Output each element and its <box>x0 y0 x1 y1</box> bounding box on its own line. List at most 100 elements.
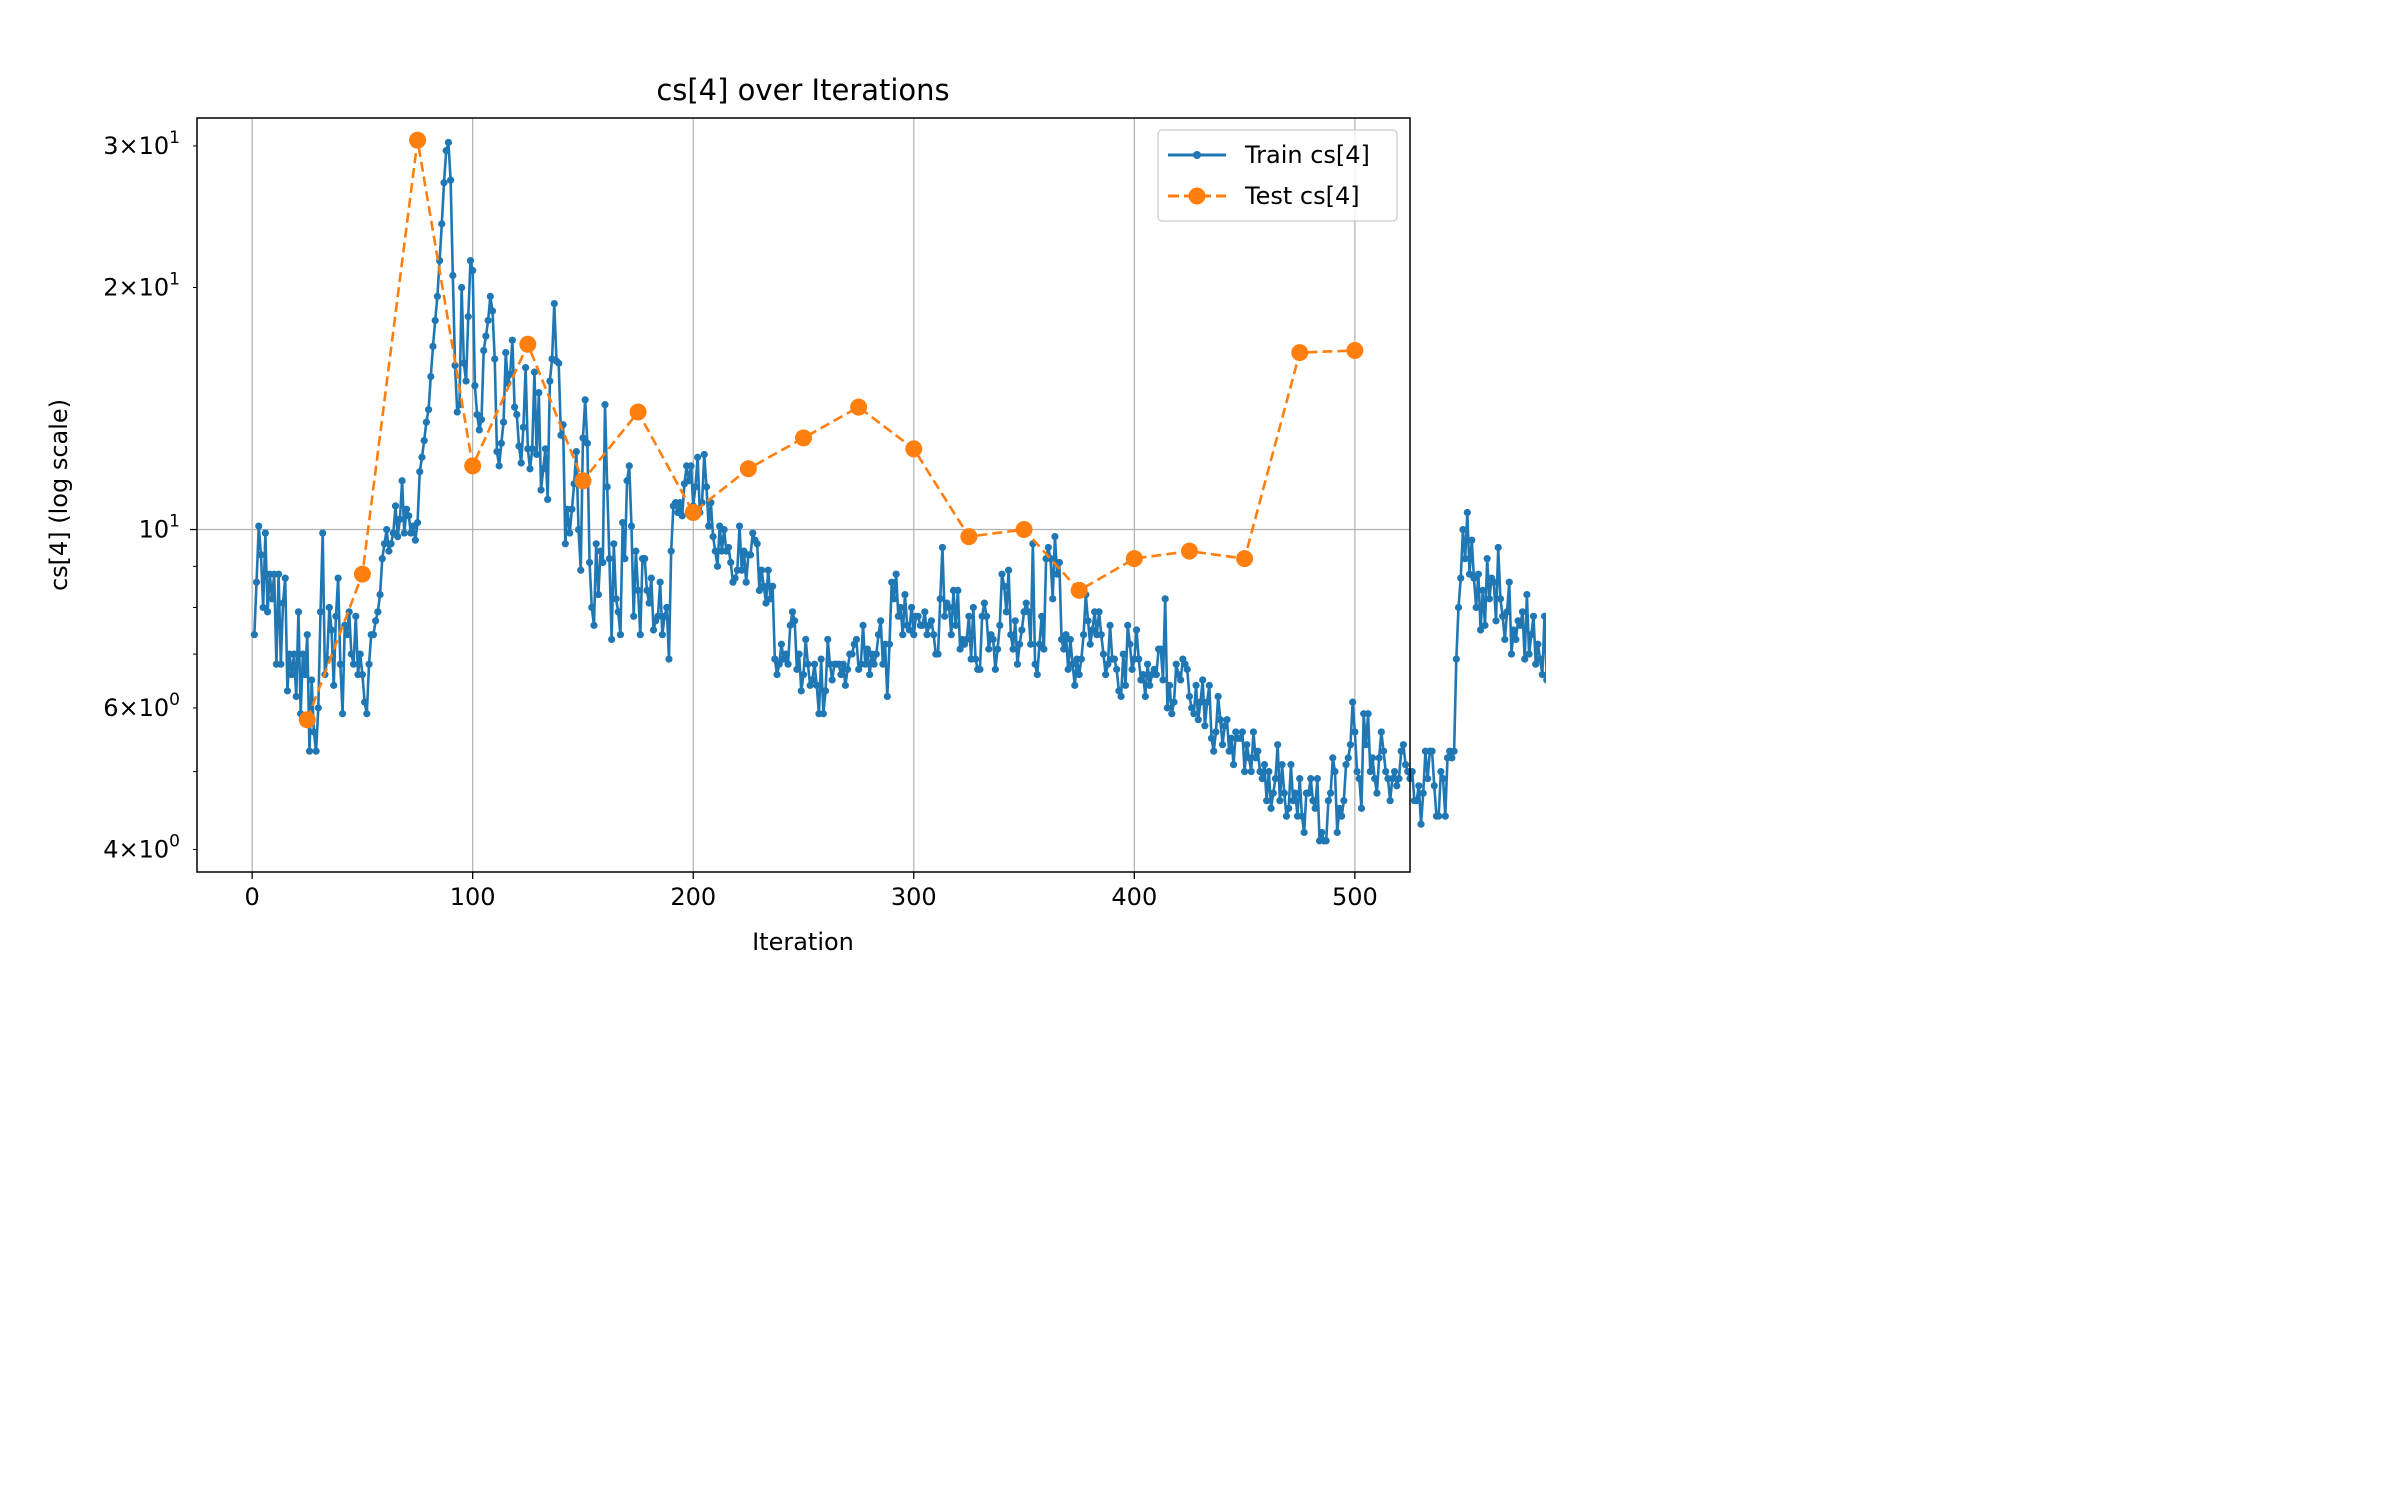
train-point <box>369 631 378 639</box>
train-point <box>969 603 977 612</box>
train-point <box>255 522 263 530</box>
train-point <box>1053 570 1061 578</box>
train-point <box>1401 761 1410 769</box>
train-point <box>1523 590 1531 599</box>
train-point <box>480 346 488 355</box>
train-point <box>793 665 801 673</box>
test-point <box>1236 550 1254 568</box>
train-point <box>1377 728 1385 736</box>
train-point <box>1102 671 1110 679</box>
train-point <box>374 608 382 616</box>
train-point <box>1417 820 1425 828</box>
train-point <box>1349 698 1357 706</box>
train-point <box>294 608 303 616</box>
train-point <box>574 525 583 534</box>
train-point <box>1296 775 1304 783</box>
train-point <box>263 608 272 616</box>
train-point <box>630 612 638 620</box>
train-point <box>885 640 894 648</box>
train-point <box>1256 767 1264 776</box>
test-point <box>1291 344 1309 362</box>
train-point <box>385 547 393 555</box>
train-point <box>1534 640 1542 648</box>
train-point <box>1022 599 1030 607</box>
test-point <box>795 429 812 447</box>
train-point <box>1285 804 1293 812</box>
train-point <box>1366 767 1374 776</box>
train-point <box>883 692 891 701</box>
train-point <box>797 687 805 695</box>
train-point <box>1110 655 1119 663</box>
train-point <box>731 574 739 582</box>
train-point <box>1247 767 1255 776</box>
y-axis-label: cs[4] (log scale) <box>45 399 73 591</box>
train-point <box>709 532 717 541</box>
test-point <box>519 335 537 353</box>
train-point <box>433 292 441 300</box>
y-tick-base: 10 <box>139 132 170 160</box>
test-point <box>1070 581 1088 599</box>
train-point <box>537 486 545 494</box>
x-tick-label: 0 <box>244 883 259 911</box>
train-point <box>413 519 422 527</box>
train-point <box>996 621 1004 629</box>
train-point <box>361 698 369 706</box>
y-tick-mantissa: 4× <box>103 835 138 863</box>
train-point <box>804 660 812 668</box>
train-point <box>1540 612 1546 620</box>
train-point <box>1355 775 1363 783</box>
train-point <box>1382 767 1390 776</box>
train-point <box>299 650 307 658</box>
train-point <box>1287 761 1295 769</box>
train-point <box>471 382 479 390</box>
train-point <box>1441 812 1449 820</box>
train-point <box>411 536 419 544</box>
train-point <box>416 468 424 476</box>
train-point <box>1430 782 1438 790</box>
x-axis-label: Iteration <box>752 928 854 956</box>
test-point <box>1015 521 1033 539</box>
train-point <box>1280 789 1288 797</box>
train-point <box>1501 635 1509 644</box>
train-point <box>1271 775 1280 783</box>
train-point <box>985 645 993 653</box>
train-point <box>319 529 327 537</box>
train-point <box>1364 710 1372 718</box>
train-point <box>583 439 591 447</box>
train-point <box>325 603 333 612</box>
train-point <box>956 645 964 653</box>
train-point <box>839 660 847 668</box>
train-point <box>1062 631 1070 639</box>
train-point <box>1249 728 1258 736</box>
train-point <box>1342 761 1350 769</box>
train-point <box>720 525 728 534</box>
train-point <box>1333 828 1341 837</box>
train-point <box>1499 612 1507 620</box>
x-tick-label: 100 <box>450 883 496 911</box>
train-point <box>396 515 404 523</box>
train-point <box>1476 626 1485 634</box>
train-point <box>872 650 880 658</box>
train-point <box>544 495 552 504</box>
train-point <box>610 540 618 548</box>
test-point <box>353 565 371 583</box>
train-point <box>658 631 666 639</box>
train-point <box>250 631 258 639</box>
train-point <box>502 348 510 357</box>
train-point <box>1472 603 1480 612</box>
train-point <box>1075 671 1083 679</box>
train-point <box>482 332 490 340</box>
train-point <box>1373 789 1381 797</box>
train-point <box>1503 608 1511 616</box>
train-point <box>786 621 794 629</box>
train-point <box>402 505 411 513</box>
train-point <box>1157 645 1165 653</box>
train-point <box>499 418 508 426</box>
train-point <box>275 570 283 578</box>
train-point <box>1172 660 1180 668</box>
train-point <box>535 389 543 397</box>
y-tick-exponent: 1 <box>169 128 180 148</box>
legend-test-label: Test cs[4] <box>1244 182 1360 210</box>
test-point <box>464 457 482 475</box>
train-point <box>866 671 874 679</box>
